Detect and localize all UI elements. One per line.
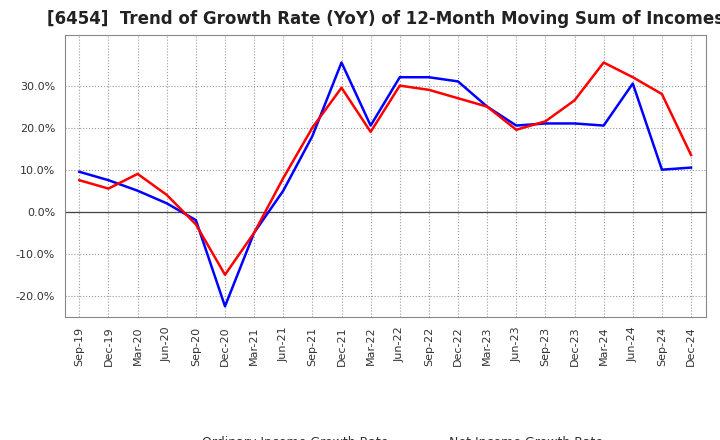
Net Income Growth Rate [163, 192, 171, 198]
Ordinary Income Growth Rate [366, 123, 375, 128]
Ordinary Income Growth Rate [75, 169, 84, 174]
Ordinary Income Growth Rate [192, 217, 200, 223]
Net Income Growth Rate [279, 176, 287, 181]
Ordinary Income Growth Rate [687, 165, 696, 170]
Ordinary Income Growth Rate [657, 167, 666, 172]
Net Income Growth Rate [220, 272, 229, 277]
Net Income Growth Rate [512, 127, 521, 132]
Ordinary Income Growth Rate [454, 79, 462, 84]
Ordinary Income Growth Rate [570, 121, 579, 126]
Net Income Growth Rate [395, 83, 404, 88]
Net Income Growth Rate [104, 186, 113, 191]
Net Income Growth Rate [629, 75, 637, 80]
Ordinary Income Growth Rate [220, 304, 229, 309]
Ordinary Income Growth Rate [395, 75, 404, 80]
Ordinary Income Growth Rate [483, 104, 492, 109]
Ordinary Income Growth Rate [279, 188, 287, 193]
Net Income Growth Rate [657, 92, 666, 97]
Ordinary Income Growth Rate [337, 60, 346, 65]
Net Income Growth Rate [425, 87, 433, 92]
Net Income Growth Rate [599, 60, 608, 65]
Net Income Growth Rate [483, 104, 492, 109]
Line: Net Income Growth Rate: Net Income Growth Rate [79, 62, 691, 275]
Ordinary Income Growth Rate [512, 123, 521, 128]
Net Income Growth Rate [454, 95, 462, 101]
Ordinary Income Growth Rate [104, 178, 113, 183]
Title: [6454]  Trend of Growth Rate (YoY) of 12-Month Moving Sum of Incomes: [6454] Trend of Growth Rate (YoY) of 12-… [47, 10, 720, 28]
Ordinary Income Growth Rate [250, 230, 258, 235]
Net Income Growth Rate [366, 129, 375, 135]
Ordinary Income Growth Rate [541, 121, 550, 126]
Net Income Growth Rate [570, 98, 579, 103]
Ordinary Income Growth Rate [425, 75, 433, 80]
Ordinary Income Growth Rate [629, 81, 637, 86]
Ordinary Income Growth Rate [163, 201, 171, 206]
Net Income Growth Rate [541, 119, 550, 124]
Line: Ordinary Income Growth Rate: Ordinary Income Growth Rate [79, 62, 691, 306]
Ordinary Income Growth Rate [599, 123, 608, 128]
Net Income Growth Rate [687, 152, 696, 158]
Ordinary Income Growth Rate [308, 133, 317, 139]
Legend: Ordinary Income Growth Rate, Net Income Growth Rate: Ordinary Income Growth Rate, Net Income … [161, 430, 609, 440]
Net Income Growth Rate [192, 222, 200, 227]
Ordinary Income Growth Rate [133, 188, 142, 193]
Net Income Growth Rate [75, 178, 84, 183]
Net Income Growth Rate [308, 125, 317, 130]
Net Income Growth Rate [250, 230, 258, 235]
Net Income Growth Rate [133, 171, 142, 176]
Net Income Growth Rate [337, 85, 346, 90]
